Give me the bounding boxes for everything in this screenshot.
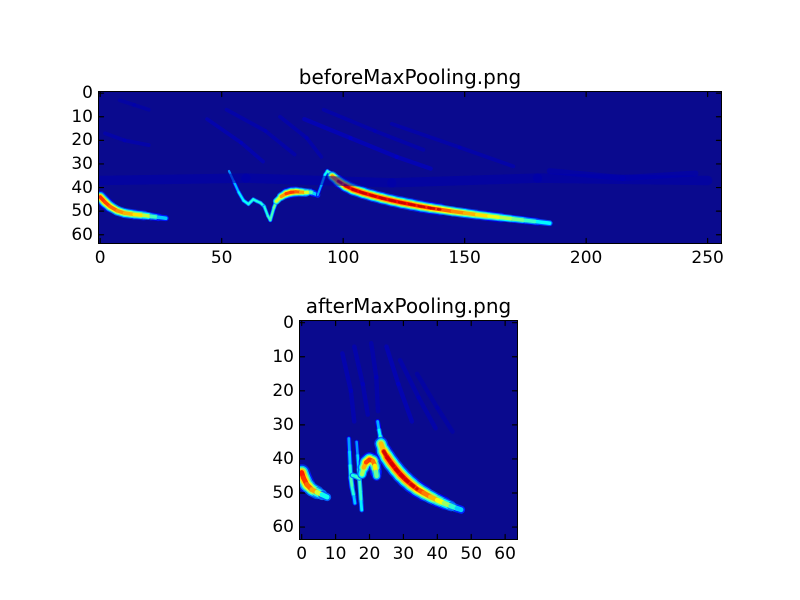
- y-tick-label: 20: [272, 380, 294, 401]
- y-tick-label: 0: [283, 312, 294, 333]
- y-tick-label: 40: [71, 177, 93, 198]
- plot-title-after: afterMaxPooling.png: [305, 294, 512, 318]
- axes-before: [98, 91, 722, 244]
- x-tick-label: 20: [358, 544, 381, 564]
- y-tick-label: 30: [71, 153, 93, 174]
- x-tick-label: 50: [210, 248, 233, 268]
- y-tick-label: 20: [71, 130, 93, 151]
- x-tick-label: 40: [426, 544, 449, 564]
- plot-title-before: beforeMaxPooling.png: [298, 65, 522, 89]
- x-tick-label: 250: [691, 248, 724, 268]
- x-tick-label: 30: [392, 544, 415, 564]
- y-tick-label: 40: [272, 448, 294, 469]
- axes-after: [299, 320, 518, 540]
- y-tick-label: 50: [71, 201, 93, 222]
- x-tick-label: 10: [324, 544, 347, 564]
- y-tick-label: 60: [71, 224, 93, 245]
- x-tick-label: 0: [296, 544, 308, 564]
- y-tick-label: 30: [272, 414, 294, 435]
- x-tick-label: 200: [569, 248, 603, 268]
- heatmap-image-before: [99, 92, 721, 243]
- y-tick-label: 0: [82, 83, 93, 104]
- y-tick-label: 10: [71, 106, 93, 127]
- heatmap-image-after: [300, 321, 517, 539]
- y-tick-label: 60: [272, 517, 294, 538]
- y-tick-label: 10: [272, 346, 294, 367]
- x-tick-label: 50: [460, 544, 483, 564]
- y-tick-label: 50: [272, 483, 294, 504]
- x-tick-label: 60: [494, 544, 516, 564]
- x-tick-label: 100: [326, 248, 360, 268]
- x-tick-label: 150: [448, 248, 481, 268]
- x-tick-label: 0: [94, 248, 106, 268]
